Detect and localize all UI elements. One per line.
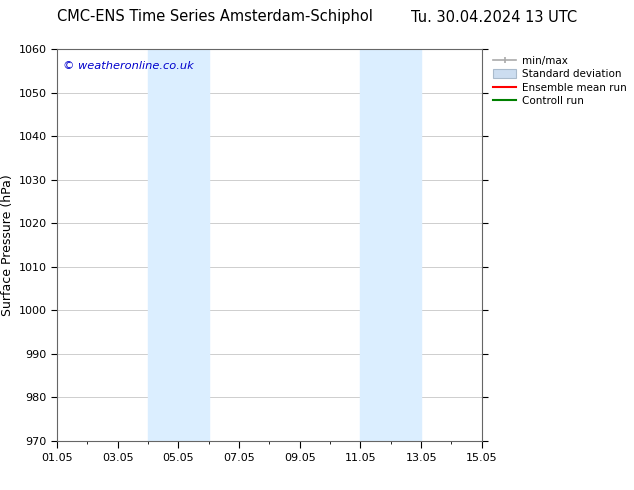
Legend: min/max, Standard deviation, Ensemble mean run, Controll run: min/max, Standard deviation, Ensemble me… xyxy=(491,54,628,108)
Bar xyxy=(148,49,209,441)
Text: CMC-ENS Time Series Amsterdam-Schiphol: CMC-ENS Time Series Amsterdam-Schiphol xyxy=(57,9,373,24)
Bar xyxy=(361,49,421,441)
Text: © weatheronline.co.uk: © weatheronline.co.uk xyxy=(63,61,194,71)
Text: Tu. 30.04.2024 13 UTC: Tu. 30.04.2024 13 UTC xyxy=(411,9,577,24)
Y-axis label: Surface Pressure (hPa): Surface Pressure (hPa) xyxy=(1,174,15,316)
